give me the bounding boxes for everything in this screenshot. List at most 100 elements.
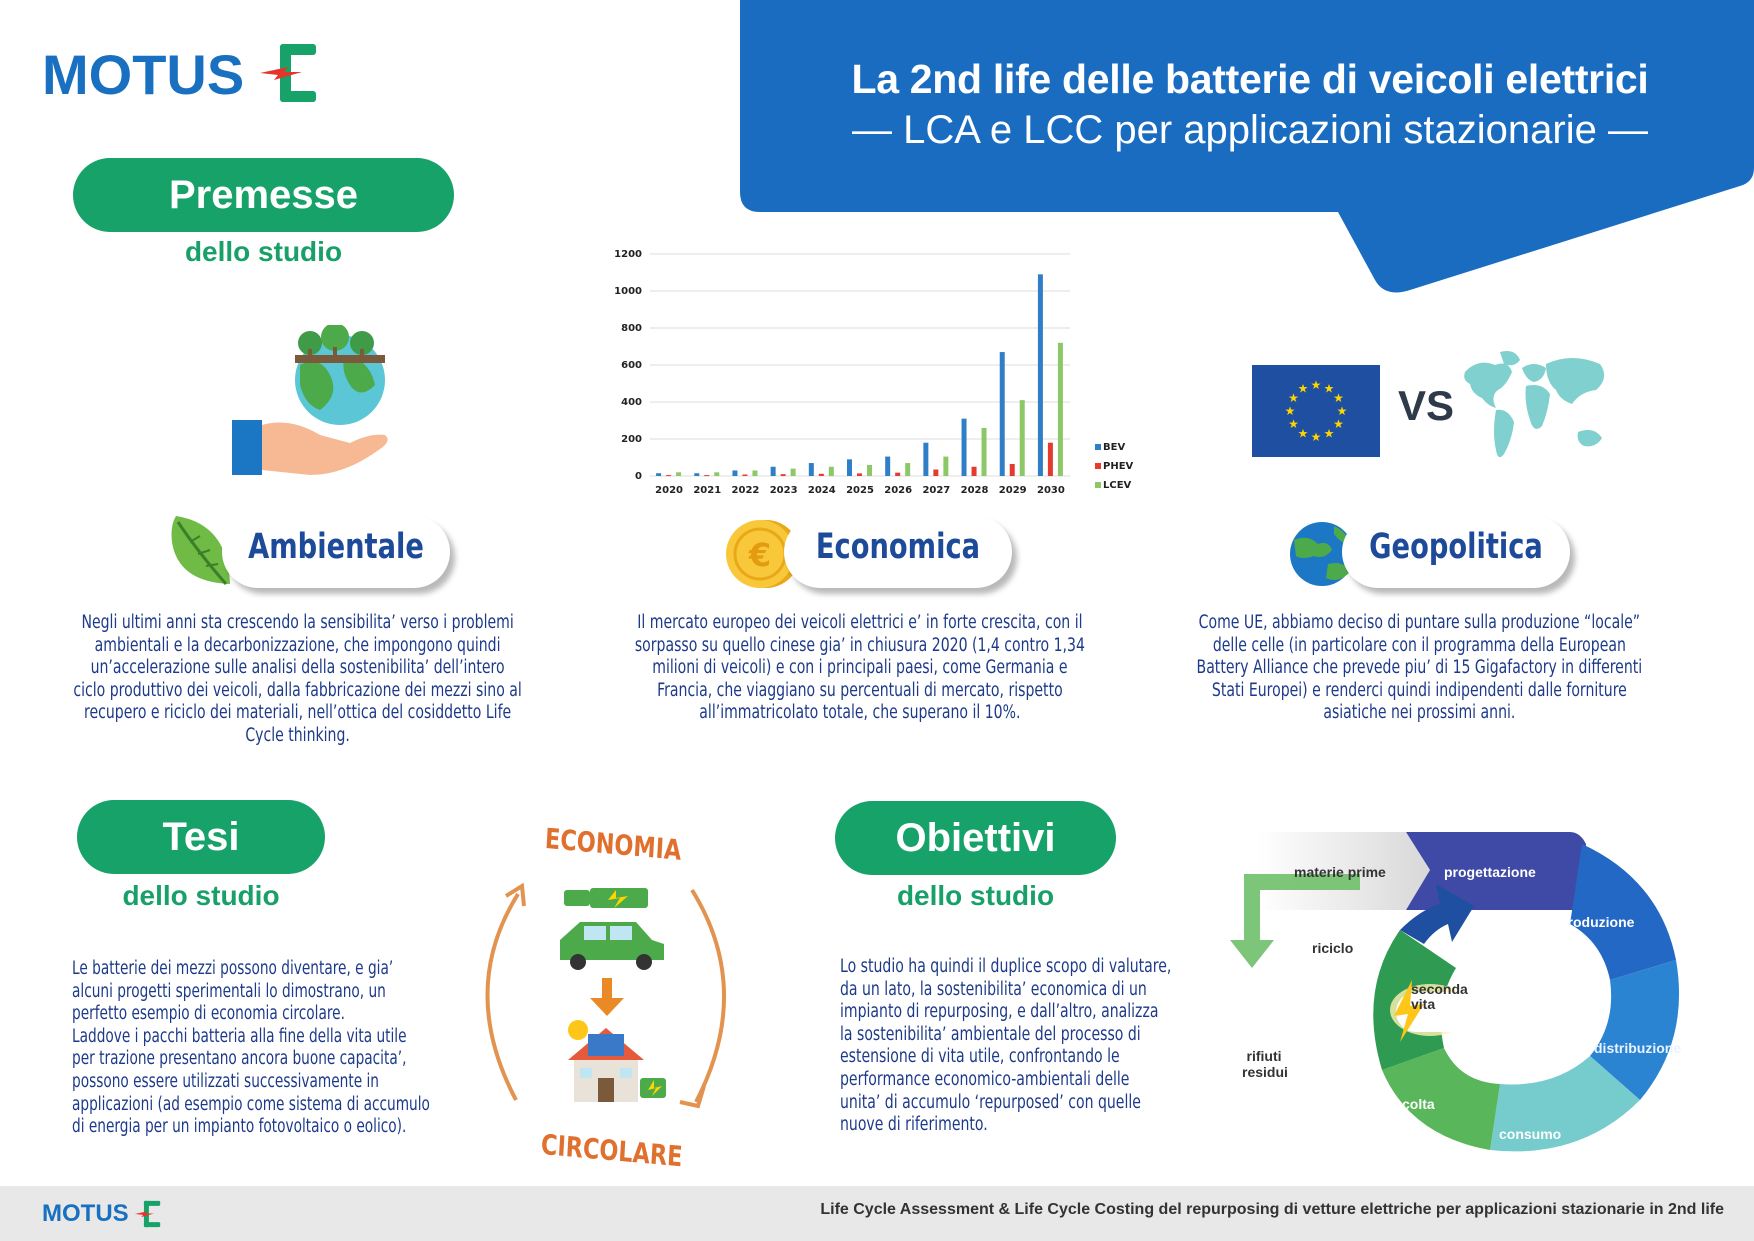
x-tick-label: 2026 bbox=[884, 485, 912, 496]
bar-lcev bbox=[905, 463, 911, 476]
economica-label: Economica bbox=[815, 527, 981, 567]
text-line: Negli ultimi anni sta crescendo la sensi… bbox=[81, 612, 514, 633]
lc-progettazione: progettazione bbox=[1444, 864, 1536, 880]
svg-text:★: ★ bbox=[1324, 381, 1335, 395]
main-title: La 2nd life delle batterie di veicoli el… bbox=[851, 56, 1649, 102]
bar-phev bbox=[1009, 463, 1015, 476]
y-tick-label: 0 bbox=[635, 471, 642, 482]
legend-swatch bbox=[1095, 444, 1101, 450]
bar-bev bbox=[656, 473, 662, 476]
lc-seconda-vita: seconda vita bbox=[1411, 981, 1468, 1012]
text-line: Come UE, abbiamo deciso di puntare sulla… bbox=[1198, 612, 1641, 633]
x-tick-label: 2025 bbox=[846, 485, 874, 496]
bar-phev bbox=[666, 475, 672, 477]
text-line: la sostenibilita’ ambientale del process… bbox=[840, 1023, 1141, 1045]
lc-riciclo: riciclo bbox=[1312, 940, 1354, 956]
obiettivi-text: Lo studio ha quindi il duplice scopo di … bbox=[840, 956, 1205, 1137]
footer-logo-wordmark: MOTUS bbox=[42, 1200, 129, 1227]
bar-bev bbox=[732, 470, 738, 476]
geopolitica-label: Geopolitica bbox=[1369, 527, 1543, 567]
text-line: nuove di riferimento. bbox=[840, 1114, 988, 1136]
bar-phev bbox=[742, 474, 748, 476]
x-tick-label: 2024 bbox=[808, 485, 836, 496]
text-line: possono essere utilizzati successivament… bbox=[72, 1070, 379, 1092]
footer-bar: MOTUS Life Cycle Assessment & Life Cycle… bbox=[0, 1186, 1754, 1241]
lc-consumo: consumo bbox=[1499, 1126, 1562, 1142]
bar-bev bbox=[923, 442, 929, 476]
bar-lcev bbox=[981, 427, 987, 476]
y-tick-label: 400 bbox=[621, 397, 642, 408]
legend-label: LCEV bbox=[1103, 480, 1132, 491]
svg-text:★: ★ bbox=[1333, 391, 1344, 405]
y-tick-label: 800 bbox=[621, 323, 642, 334]
ambientale-text: Negli ultimi anni sta crescendo la sensi… bbox=[62, 612, 533, 748]
svg-text:★: ★ bbox=[1333, 417, 1344, 431]
svg-text:€: € bbox=[748, 536, 771, 574]
y-tick-label: 600 bbox=[621, 360, 642, 371]
x-tick-label: 2029 bbox=[999, 485, 1027, 496]
text-line: performance economico-ambientali delle bbox=[840, 1068, 1130, 1090]
x-tick-label: 2022 bbox=[732, 485, 760, 496]
text-line: impianto di repurposing, e dall’altro, a… bbox=[840, 1001, 1159, 1023]
text-line: all’immatricolato totale, che superano i… bbox=[699, 702, 1021, 724]
text-line: Il mercato europeo dei veicoli elettrici… bbox=[637, 612, 1083, 633]
x-tick-label: 2028 bbox=[961, 485, 989, 496]
x-tick-label: 2023 bbox=[770, 485, 798, 496]
text-line: per trazione presentano ancora buone cap… bbox=[72, 1048, 407, 1070]
x-tick-label: 2027 bbox=[922, 485, 950, 496]
svg-text:★: ★ bbox=[1285, 404, 1296, 418]
bar-lcev bbox=[828, 466, 834, 476]
text-line: Stati Europei) e renderci quindi indipen… bbox=[1211, 679, 1627, 701]
bar-bev bbox=[885, 456, 891, 476]
legend-swatch bbox=[1095, 463, 1101, 469]
leaf-icon bbox=[171, 516, 230, 585]
text-line: Lo studio ha quindi il duplice scopo di … bbox=[840, 956, 1172, 977]
obiettivi-subtitle: dello studio bbox=[896, 880, 1055, 911]
tesi-subtitle: dello studio bbox=[122, 880, 280, 911]
y-tick-label: 200 bbox=[621, 434, 642, 445]
lc-produzione: produzione bbox=[1559, 914, 1635, 930]
text-line: ambientali e la decarbonizzazione, che i… bbox=[94, 634, 501, 656]
economica-pill: Economica bbox=[784, 516, 1012, 588]
lc-distribuzione: distribuzione bbox=[1594, 1040, 1682, 1056]
premesse-pill: Premesse bbox=[73, 158, 454, 232]
euro-coin-icon: € bbox=[726, 520, 800, 588]
bar-bev bbox=[808, 463, 814, 476]
bar-bev bbox=[961, 418, 967, 476]
text-line: da un lato, la sostenibilita’ economica … bbox=[840, 978, 1147, 1000]
bar-bev bbox=[770, 466, 776, 476]
svg-text:★: ★ bbox=[1298, 427, 1309, 441]
svg-text:★: ★ bbox=[1337, 404, 1348, 418]
text-line: Battery Alliance che prevede piu’ di 15 … bbox=[1196, 657, 1643, 679]
legend-swatch bbox=[1095, 482, 1101, 488]
earth-hand-icon bbox=[232, 325, 388, 475]
svg-text:★: ★ bbox=[1298, 381, 1309, 395]
bar-lcev bbox=[1057, 342, 1063, 476]
lc-rifiuti-residui: rifiuti residui bbox=[1242, 1048, 1288, 1080]
text-line: milioni di veicoli) e con i principali p… bbox=[652, 657, 1068, 679]
ambientale-label: Ambientale bbox=[248, 527, 424, 567]
legend-label: BEV bbox=[1103, 442, 1125, 453]
main-subtitle: — LCA e LCC per applicazioni stazionarie… bbox=[852, 108, 1648, 152]
text-line: alcuni progetti sperimentali lo dimostra… bbox=[72, 980, 386, 1002]
text-line: unita’ di accumulo ‘repurposed’ con quel… bbox=[840, 1091, 1141, 1113]
circular-economy-illustration bbox=[485, 882, 726, 1109]
text-line: estensione di vita utile, confrontando l… bbox=[840, 1046, 1120, 1068]
tesi-pill: Tesi bbox=[77, 800, 325, 874]
y-tick-label: 1200 bbox=[614, 249, 642, 260]
ambientale-pill: Ambientale bbox=[222, 516, 450, 588]
bar-phev bbox=[818, 473, 824, 476]
header-banner bbox=[740, 0, 1754, 293]
logo-e-icon bbox=[260, 44, 316, 102]
lc-materie-prime: materie prime bbox=[1294, 864, 1386, 880]
geopolitica-text: Come UE, abbiamo deciso di puntare sulla… bbox=[1183, 612, 1656, 725]
tesi-text: Le batterie dei mezzi possono diventare,… bbox=[72, 958, 486, 1139]
text-line: Laddove i pacchi batteria alla fine dell… bbox=[72, 1025, 407, 1047]
bar-lcev bbox=[867, 464, 872, 476]
bar-bev bbox=[694, 473, 700, 476]
text-line: applicazioni (ad esempio come sistema di… bbox=[72, 1093, 430, 1115]
text-line: recupero e riciclo dei materiali, nell’o… bbox=[84, 702, 512, 724]
bar-phev bbox=[895, 472, 901, 476]
text-line: perfetto esempio di economia circolare. bbox=[72, 1003, 345, 1025]
text-line: Cycle thinking. bbox=[245, 724, 350, 746]
